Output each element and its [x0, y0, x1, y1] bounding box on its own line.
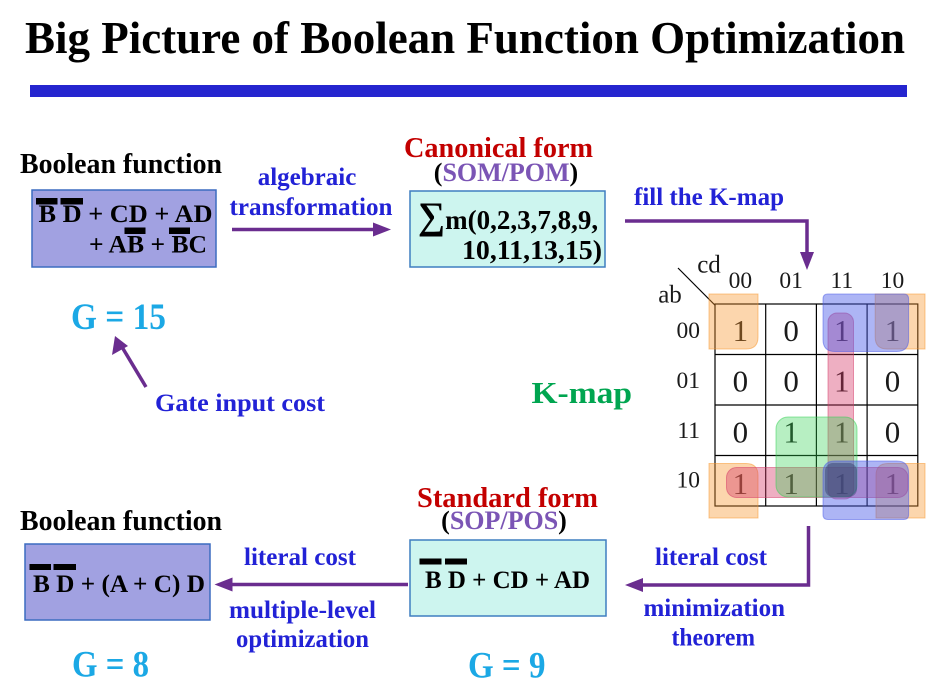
svg-text:10: 10: [881, 268, 905, 294]
svg-text:B D + CD + AD: B D + CD + AD: [39, 201, 213, 228]
svg-text:10,11,13,15): 10,11,13,15): [462, 235, 602, 265]
svg-text:01: 01: [779, 268, 803, 294]
svg-text:1: 1: [783, 414, 799, 449]
svg-text:algebraic: algebraic: [258, 164, 357, 191]
svg-text:1: 1: [885, 466, 901, 501]
svg-text:G = 9: G = 9: [468, 645, 546, 686]
svg-text:cd: cd: [697, 252, 721, 279]
svg-text:(SOM/POM): (SOM/POM): [434, 158, 578, 187]
svg-text:1: 1: [783, 466, 799, 501]
svg-text:minimization: minimization: [644, 595, 786, 622]
svg-text:K-map: K-map: [532, 375, 633, 410]
svg-text:Big Picture of Boolean Functio: Big Picture of Boolean Function Optimiza…: [25, 12, 905, 63]
svg-text:0: 0: [733, 414, 749, 449]
svg-text:0: 0: [885, 414, 901, 449]
svg-text:Standard form: Standard form: [417, 483, 598, 514]
svg-text:1: 1: [733, 313, 749, 348]
svg-text:00: 00: [677, 318, 701, 344]
svg-text:10: 10: [677, 468, 701, 494]
svg-text:theorem: theorem: [672, 625, 756, 652]
svg-text:0: 0: [885, 364, 901, 399]
svg-text:1: 1: [733, 466, 749, 501]
svg-text:Boolean function: Boolean function: [20, 506, 222, 537]
svg-text:optimization: optimization: [236, 626, 369, 653]
svg-text:Gate input cost: Gate input cost: [155, 390, 326, 417]
svg-text:1: 1: [834, 364, 850, 399]
svg-text:B D + CD + AD: B D + CD + AD: [425, 567, 590, 594]
svg-text:1: 1: [885, 313, 901, 348]
svg-text:literal cost: literal cost: [244, 544, 357, 571]
svg-text:literal cost: literal cost: [655, 544, 768, 571]
svg-text:Boolean function: Boolean function: [20, 149, 222, 180]
svg-text:1: 1: [834, 466, 850, 501]
svg-text:0: 0: [783, 364, 799, 399]
svg-text:B D + (A + C) D: B D + (A + C) D: [33, 571, 205, 598]
svg-text:1: 1: [834, 313, 850, 348]
svg-text:11: 11: [677, 418, 700, 444]
svg-text:∑m(0,2,3,7,8,9,: ∑m(0,2,3,7,8,9,: [418, 195, 598, 237]
svg-text:Canonical form: Canonical form: [404, 133, 593, 164]
svg-text:1: 1: [834, 414, 850, 449]
svg-text:0: 0: [733, 364, 749, 399]
svg-text:multiple-level: multiple-level: [229, 597, 376, 624]
svg-text:transformation: transformation: [230, 194, 393, 221]
svg-text:G = 8: G = 8: [72, 644, 149, 685]
svg-text:11: 11: [830, 268, 853, 294]
svg-text:ab: ab: [658, 282, 682, 309]
svg-text:+ AB + BC: + AB + BC: [89, 232, 207, 259]
svg-text:01: 01: [677, 368, 701, 394]
svg-text:(SOP/POS): (SOP/POS): [441, 506, 567, 535]
svg-text:fill the K-map: fill the K-map: [634, 184, 784, 211]
svg-text:G = 15: G = 15: [71, 296, 166, 337]
svg-text:0: 0: [783, 313, 799, 348]
svg-text:00: 00: [729, 268, 753, 294]
